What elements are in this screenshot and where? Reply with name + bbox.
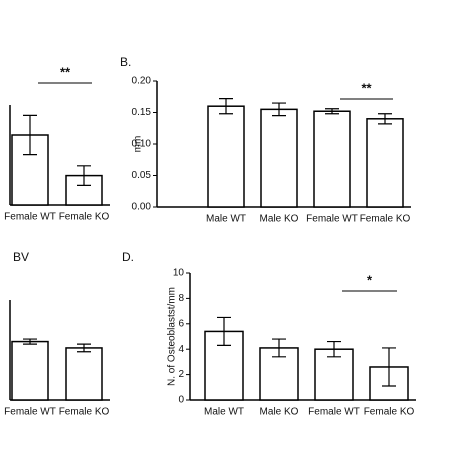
error-bar [382,347,396,387]
y-tick-label: 6 [178,318,184,329]
error-bar [77,343,91,353]
bar [65,174,103,206]
x-tick-label: Female WT [4,212,56,223]
error-bar [23,338,37,345]
x-tick-label: Female WT [4,407,56,418]
y-axis-label: mm [133,136,144,153]
y-tick-label: 8 [178,293,184,304]
x-tick-label: Female KO [360,214,411,225]
error-bar [23,114,37,156]
y-tick-label: 0.00 [132,202,152,213]
x-tick-label: Male WT [204,407,244,418]
x-tick-label: Female WT [306,214,358,225]
bar [366,118,404,208]
bar [207,105,245,208]
significance-label: * [367,272,373,287]
error-bar [378,113,392,125]
bar [204,330,244,401]
x-tick-label: Female KO [59,407,110,418]
y-axis-label: N. of Osteoblastst/mm [167,287,178,386]
y-tick-label: 0.10 [132,139,152,150]
error-bar [219,98,233,115]
error-bar [327,340,341,358]
x-tick-label: Male WT [206,214,246,225]
y-tick-label: 0.05 [132,170,152,181]
y-tick-label: 0.20 [132,76,152,87]
bar [65,347,103,401]
error-bar [272,338,286,358]
bar [11,340,49,401]
panel-label: BV [13,250,29,264]
x-tick-label: Female WT [308,407,360,418]
x-tick-label: Male KO [260,214,299,225]
bar [260,108,298,208]
significance-label: ** [361,80,372,95]
x-tick-label: Male KO [260,407,299,418]
y-tick-label: 10 [173,268,185,279]
error-bar [325,108,339,115]
panel-label: D. [122,250,134,264]
y-tick-label: 2 [178,369,184,380]
error-bar [217,316,231,346]
error-bar [77,165,91,186]
significance-label: ** [60,64,71,79]
x-tick-label: Female KO [364,407,415,418]
bar [313,110,351,208]
y-tick-label: 0 [178,395,184,406]
error-bar [272,102,286,117]
x-tick-label: Female KO [59,212,110,223]
y-tick-label: 4 [178,344,184,355]
panel-label: B. [120,55,131,69]
y-tick-label: 0.15 [132,107,152,118]
